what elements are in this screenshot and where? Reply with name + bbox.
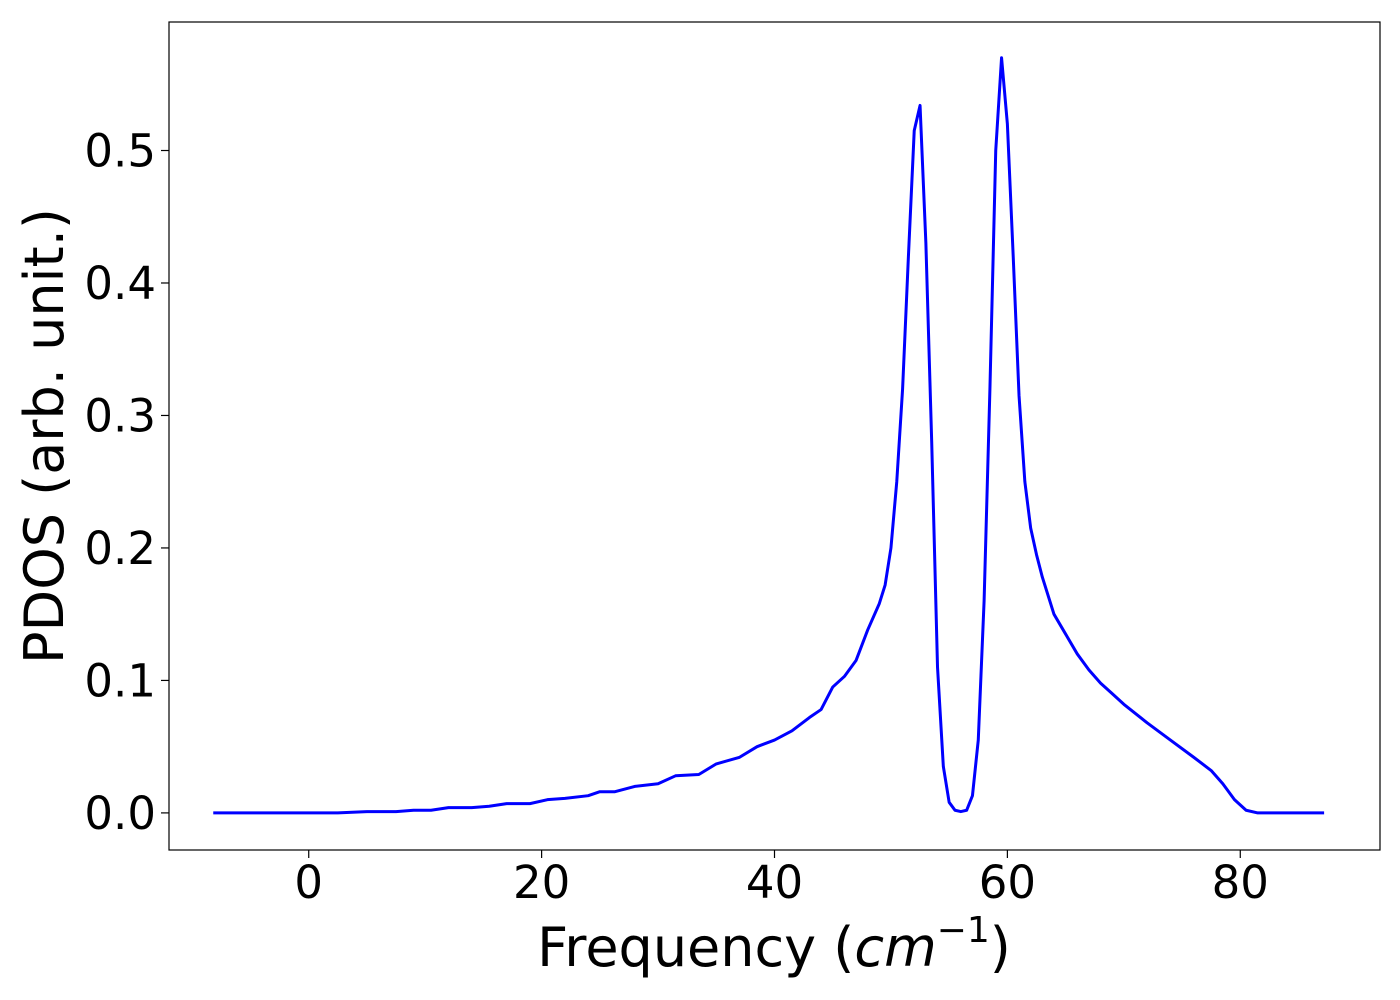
x-tick-label: 80 [1212, 856, 1269, 909]
y-tick-label: 0.2 [84, 522, 156, 575]
y-axis-label: PDOS (arb. unit.) [13, 208, 76, 664]
plot-area-frame [168, 21, 1381, 851]
x-axis-label-superscript: −1 [937, 910, 990, 951]
series-line [213, 56, 1325, 815]
y-tick-label: 0.3 [84, 389, 156, 442]
x-tick-label: 0 [294, 856, 323, 909]
x-axis-ticks: 0 20 40 60 80 [294, 850, 1269, 909]
x-tick-label: 40 [746, 856, 803, 909]
y-axis-ticks: 0.0 0.1 0.2 0.3 0.4 0.5 [84, 125, 169, 840]
x-tick-label: 20 [513, 856, 570, 909]
x-axis-label-math: cm [854, 916, 936, 979]
y-tick-label: 0.4 [84, 257, 156, 310]
y-tick-label: 0.5 [84, 125, 156, 178]
x-axis-label-suffix: ) [990, 916, 1011, 979]
x-axis-label-prefix: Frequency ( [537, 916, 854, 979]
y-tick-label: 0.1 [84, 654, 156, 707]
x-axis-label: Frequency (cm−1) [537, 910, 1011, 979]
y-tick-label: 0.0 [84, 787, 156, 840]
x-tick-label: 60 [979, 856, 1036, 909]
